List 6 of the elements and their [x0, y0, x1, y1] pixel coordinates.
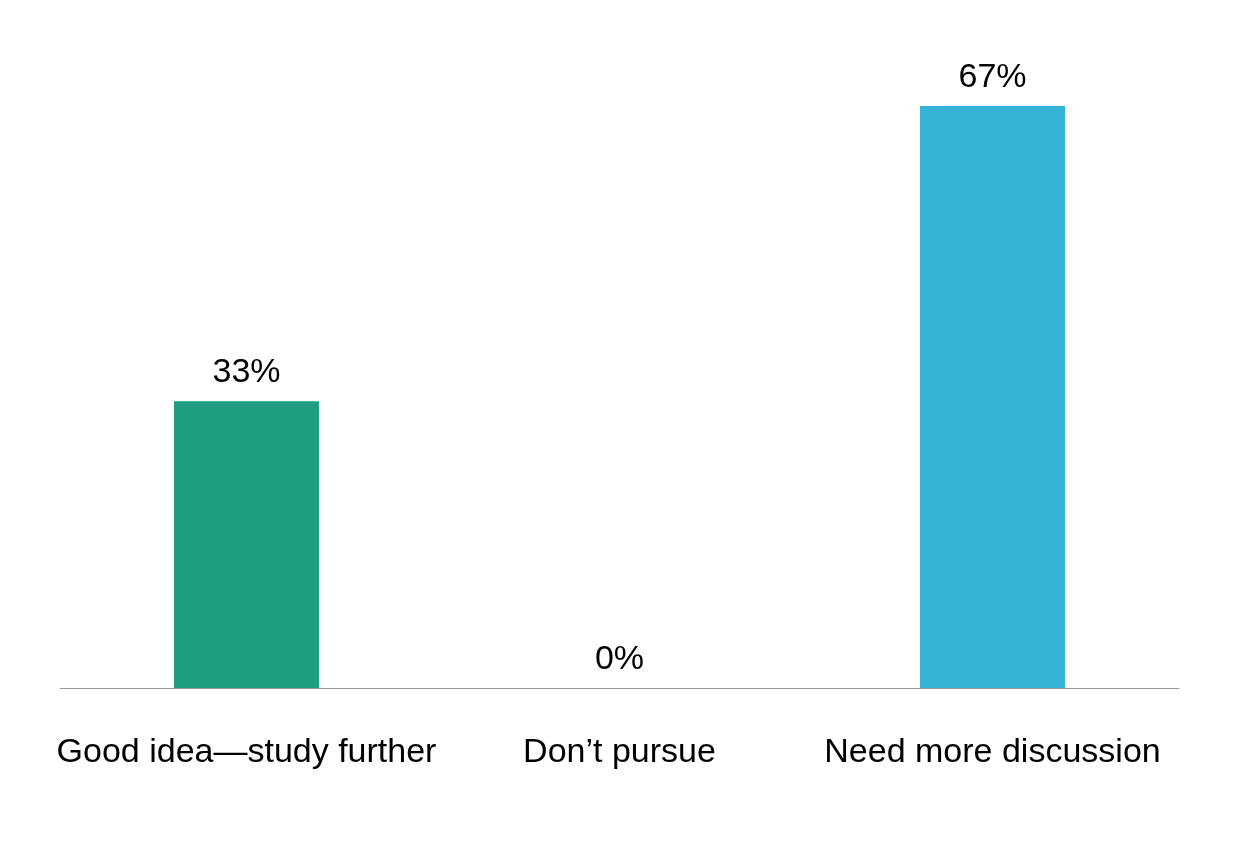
data-label: 67% [958, 56, 1027, 95]
data-label: 0% [594, 638, 645, 676]
x-tick-label: Good idea—study further [56, 731, 437, 769]
x-tick-label: Don’t pursue [523, 731, 716, 769]
x-tick-label: Need more discussion [824, 731, 1161, 769]
data-label: 33% [212, 351, 281, 390]
